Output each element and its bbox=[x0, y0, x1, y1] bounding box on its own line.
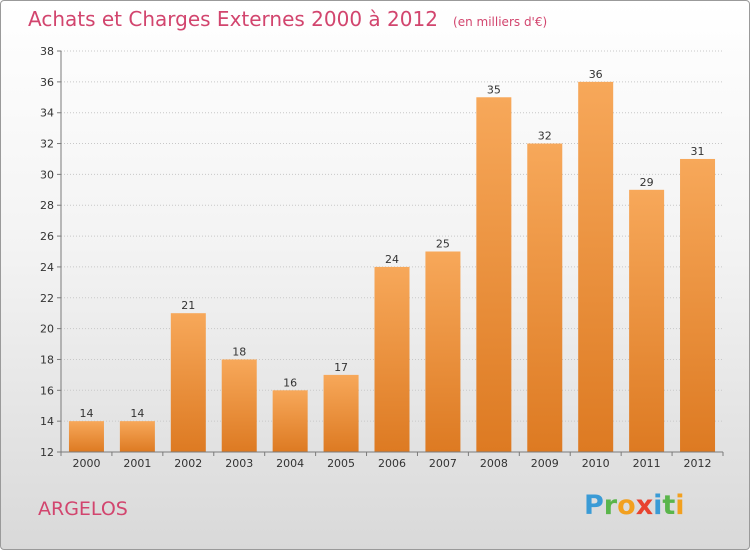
data-label: 16 bbox=[283, 376, 297, 389]
x-tick-label: 2004 bbox=[276, 457, 304, 470]
data-label: 14 bbox=[130, 407, 144, 420]
x-tick-label: 2011 bbox=[633, 457, 661, 470]
y-tick-label: 16 bbox=[40, 384, 54, 397]
logo-letter: x bbox=[635, 490, 654, 521]
bar bbox=[425, 251, 461, 452]
y-tick-label: 14 bbox=[40, 415, 54, 428]
y-tick-label: 18 bbox=[40, 353, 54, 366]
data-label: 17 bbox=[334, 361, 348, 374]
logo-letter: r bbox=[603, 490, 618, 521]
x-tick-label: 2006 bbox=[378, 457, 406, 470]
data-label: 24 bbox=[385, 253, 399, 266]
data-label: 36 bbox=[589, 68, 603, 81]
x-tick-label: 2003 bbox=[225, 457, 253, 470]
data-label: 14 bbox=[79, 407, 93, 420]
data-label: 29 bbox=[640, 176, 654, 189]
x-tick-label: 2012 bbox=[684, 457, 712, 470]
data-label: 21 bbox=[181, 299, 195, 312]
bar bbox=[629, 189, 665, 453]
y-tick-label: 30 bbox=[40, 168, 54, 181]
y-tick-label: 24 bbox=[40, 261, 54, 274]
y-tick-label: 26 bbox=[40, 230, 54, 243]
x-tick-label: 2002 bbox=[174, 457, 202, 470]
title-row: Achats et Charges Externes 2000 à 2012 (… bbox=[28, 7, 547, 31]
y-tick-label: 38 bbox=[40, 45, 54, 58]
data-label: 18 bbox=[232, 345, 246, 358]
bar bbox=[119, 421, 155, 452]
unit-label: (en milliers d'€) bbox=[453, 15, 548, 29]
y-tick-label: 22 bbox=[40, 292, 54, 305]
logo-letter: i bbox=[653, 490, 663, 521]
y-tick-label: 32 bbox=[40, 138, 54, 151]
x-tick-label: 2008 bbox=[480, 457, 508, 470]
proxiti-logo[interactable]: Proxiti bbox=[584, 490, 685, 521]
data-label: 35 bbox=[487, 83, 501, 96]
data-label: 25 bbox=[436, 238, 450, 251]
logo-letter: P bbox=[584, 490, 604, 521]
x-tick-label: 2010 bbox=[582, 457, 610, 470]
x-tick-label: 2009 bbox=[531, 457, 559, 470]
bar bbox=[272, 390, 308, 452]
logo-letter: o bbox=[617, 490, 636, 521]
y-tick-label: 12 bbox=[40, 446, 54, 459]
bar bbox=[170, 313, 206, 452]
data-label: 32 bbox=[538, 130, 552, 143]
y-tick-label: 34 bbox=[40, 107, 54, 120]
bar bbox=[221, 359, 257, 452]
commune-name: ARGELOS bbox=[38, 498, 128, 520]
logo-letter: t bbox=[662, 490, 676, 521]
bar bbox=[323, 374, 359, 452]
y-tick-label: 28 bbox=[40, 199, 54, 212]
x-tick-label: 2001 bbox=[123, 457, 151, 470]
logo-letter: i bbox=[675, 490, 685, 521]
x-tick-label: 2007 bbox=[429, 457, 457, 470]
y-tick-label: 36 bbox=[40, 76, 54, 89]
y-tick-label: 20 bbox=[40, 323, 54, 336]
bar bbox=[374, 266, 410, 452]
data-label: 31 bbox=[691, 145, 705, 158]
bar bbox=[578, 81, 614, 452]
bar bbox=[680, 158, 716, 452]
bar bbox=[476, 97, 512, 453]
chart-title: Achats et Charges Externes 2000 à 2012 bbox=[28, 7, 438, 31]
bar bbox=[68, 421, 104, 452]
bar bbox=[527, 143, 563, 453]
x-tick-label: 2005 bbox=[327, 457, 355, 470]
x-tick-label: 2000 bbox=[72, 457, 100, 470]
